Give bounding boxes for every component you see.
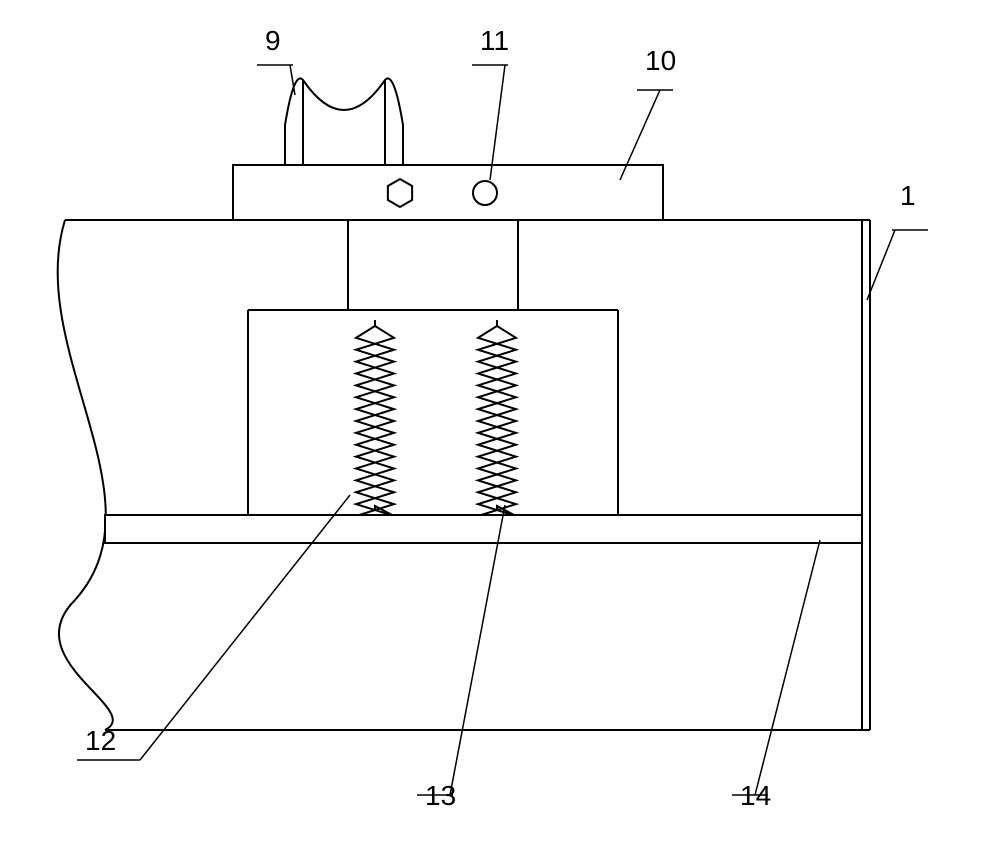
callout-label-10: 10 — [645, 45, 676, 77]
callout-label-11: 11 — [480, 25, 509, 57]
callout-label-13: 13 — [425, 780, 456, 812]
callout-label-9: 9 — [265, 25, 281, 57]
callout-label-12: 12 — [85, 725, 116, 757]
diagram-canvas — [0, 0, 1000, 861]
callout-label-14: 14 — [740, 780, 771, 812]
callout-label-1: 1 — [900, 180, 916, 212]
